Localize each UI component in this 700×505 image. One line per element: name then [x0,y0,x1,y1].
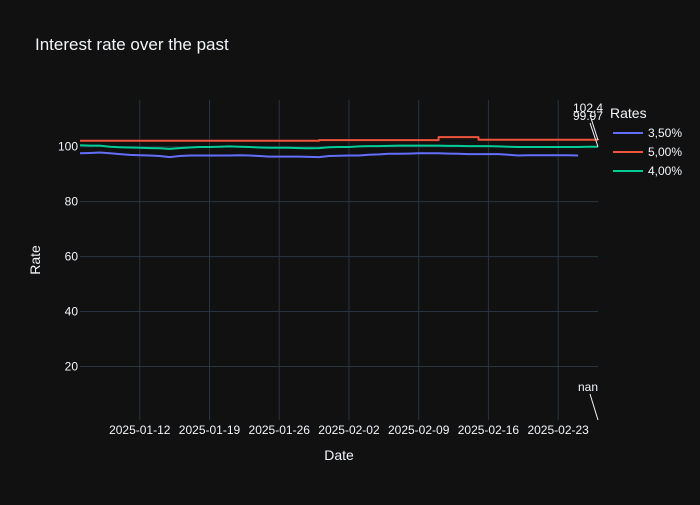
x-tick-label: 2025-02-23 [527,423,589,437]
annotation-label: 99.97 [573,109,603,123]
x-tick-label: 2025-01-19 [179,423,241,437]
x-axis-title: Date [324,447,354,463]
series-layer [79,136,599,159]
annotations: 102.499.97 nan [573,101,603,421]
series-line-2 [80,136,599,142]
legend-item-label: 4,00% [648,164,682,178]
annotation-arrow [589,122,599,147]
gridlines [80,100,598,420]
x-tick-label: 2025-02-02 [318,423,380,437]
y-tick-label: 20 [65,359,79,373]
y-tick-label: 40 [65,305,79,319]
x-tick-label: 2025-01-26 [249,423,311,437]
legend-item-label: 5,00% [648,145,682,159]
annotation-label: nan [578,380,598,394]
series-line-3 [79,144,598,150]
series-line-1 [79,151,579,159]
annotation-arrow [589,393,599,421]
y-axis-title: Rate [27,245,43,275]
y-tick-label: 60 [65,250,79,264]
chart-title: Interest rate over the past [35,35,229,54]
legend-item-label: 3,50% [648,126,682,140]
x-tick-label: 2025-01-12 [109,423,171,437]
y-tick-label: 80 [65,195,79,209]
legend[interactable]: Rates 3,50% 5,00% 4,00% [610,105,682,178]
annotation-label: 102.4 [573,101,603,115]
legend-title: Rates [610,105,647,121]
x-tick-label: 2025-02-09 [388,423,450,437]
x-tick-label: 2025-02-16 [458,423,520,437]
axis-ticks: 2025-01-12 2025-01-19 2025-01-26 2025-02-02… [58,140,589,437]
y-tick-label: 100 [58,140,78,154]
annotation-arrow [589,114,599,141]
